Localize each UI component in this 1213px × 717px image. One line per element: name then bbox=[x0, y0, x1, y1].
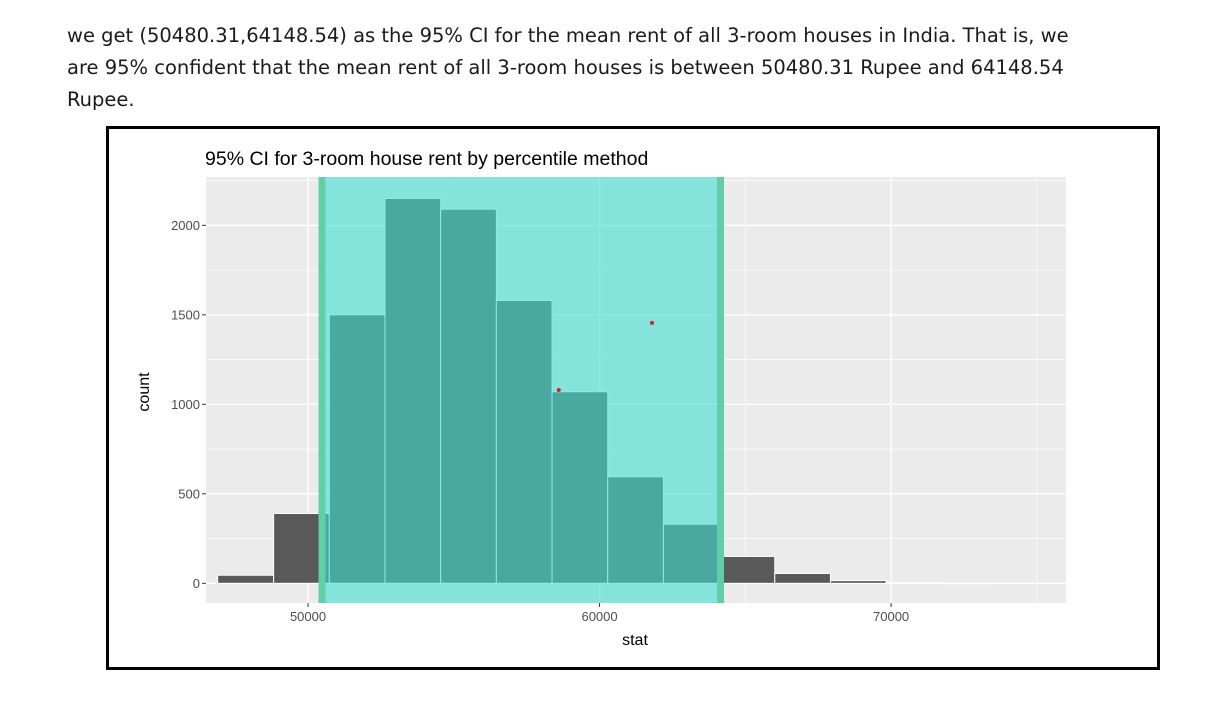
x-axis-label: stat bbox=[622, 632, 648, 649]
x-tick-label: 70000 bbox=[873, 609, 909, 624]
histogram-bar bbox=[885, 582, 943, 584]
x-tick-label: 60000 bbox=[581, 609, 617, 624]
x-tick-label: 50000 bbox=[290, 609, 326, 624]
histogram-bar bbox=[217, 574, 275, 584]
y-tick-label: 0 bbox=[193, 576, 200, 591]
y-tick-label: 2000 bbox=[171, 218, 200, 233]
description-paragraph: we get (50480.31,64148.54) as the 95% CI… bbox=[67, 20, 1147, 116]
y-tick-label: 1500 bbox=[171, 307, 200, 322]
chart-frame: 50000 60000 70000 0 500 1000 1500 2000 95% CI f… bbox=[106, 126, 1160, 670]
y-axis-label: count bbox=[136, 372, 153, 412]
paragraph-line-2: are 95% confident that the mean rent of … bbox=[67, 56, 1064, 79]
histogram-bar bbox=[829, 580, 887, 584]
histogram-bar bbox=[941, 582, 998, 585]
histogram-bar bbox=[718, 555, 776, 584]
paragraph-line-3: Rupee. bbox=[67, 88, 135, 111]
histogram-chart: 50000 60000 70000 0 500 1000 1500 2000 95% CI f… bbox=[136, 148, 1066, 649]
chart-title: 95% CI for 3-room house rent by percenti… bbox=[205, 148, 648, 170]
data-point bbox=[556, 388, 561, 392]
data-point bbox=[650, 320, 655, 325]
histogram-bar bbox=[774, 572, 831, 584]
ci-shaded-region bbox=[322, 177, 721, 603]
paragraph-line-1: we get (50480.31,64148.54) as the 95% CI… bbox=[67, 24, 1069, 47]
y-tick-label: 500 bbox=[178, 486, 200, 501]
y-tick-label: 1000 bbox=[171, 397, 200, 412]
